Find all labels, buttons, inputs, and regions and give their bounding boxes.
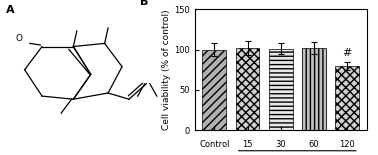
Bar [203,50,226,130]
Text: A: A [6,5,14,15]
Text: Control: Control [199,140,230,149]
Bar [269,49,293,130]
Bar [335,66,359,130]
Text: 120: 120 [339,140,355,149]
Text: O: O [16,34,23,43]
Text: 30: 30 [275,140,286,149]
Text: B: B [139,0,148,7]
Y-axis label: Cell viability (% of control): Cell viability (% of control) [162,9,171,130]
Text: #: # [342,49,352,58]
Bar [235,48,259,130]
Bar [302,48,326,130]
Text: 60: 60 [308,140,319,149]
Text: 15: 15 [242,140,253,149]
